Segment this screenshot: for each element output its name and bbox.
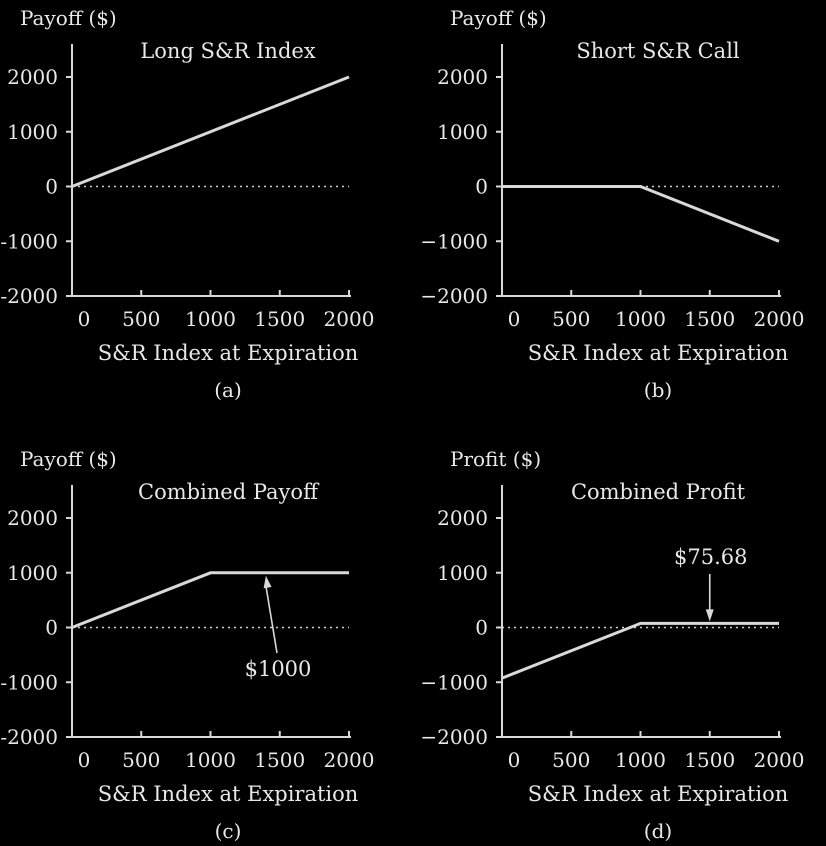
x-axis-title: S&R Index at Expiration — [528, 782, 789, 806]
x-tick-label: 0 — [508, 748, 521, 772]
x-tick-label: 1500 — [254, 307, 305, 331]
chart-panel-4: Profit ($) Combined Profit 2000 1000 0 −1000 −… — [420, 447, 804, 843]
y-tick-label: 1000 — [7, 561, 58, 585]
y-tick-label: −1000 — [420, 670, 488, 694]
chart-panel-3: Payoff ($) Combined Payoff 2000 1000 0 -1000 -… — [0, 447, 374, 843]
panel-label: (b) — [644, 378, 672, 402]
chart-title: Combined Payoff — [138, 480, 320, 504]
y-axis-title: Payoff ($) — [450, 6, 547, 30]
y-tick-label: -1000 — [0, 670, 58, 694]
x-tick-label: 500 — [122, 748, 160, 772]
x-tick-label: 0 — [78, 748, 91, 772]
y-tick-label: -2000 — [0, 725, 58, 749]
x-tick-label: 2000 — [324, 748, 375, 772]
x-tick-label: 500 — [552, 307, 590, 331]
chart-panel-1: Payoff ($) Long S&R Index 2000 1000 0 -1000 -2… — [0, 6, 374, 402]
annotation-arrowhead — [705, 609, 714, 622]
chart-title: Long S&R Index — [140, 39, 315, 63]
series-line — [71, 75, 350, 188]
x-tick-label: 1000 — [185, 748, 236, 772]
x-tick-label: 2000 — [324, 307, 375, 331]
y-tick-label: 0 — [475, 616, 488, 640]
chart-title: Combined Profit — [571, 480, 746, 504]
x-tick-label: 1500 — [254, 748, 305, 772]
x-tick-label: 0 — [508, 307, 521, 331]
panel-label: (d) — [644, 819, 672, 843]
y-tick-label: 0 — [45, 616, 58, 640]
y-tick-label: 1000 — [7, 120, 58, 144]
series-line — [502, 185, 780, 243]
y-axis-title: Profit ($) — [450, 447, 541, 471]
panel-label: (c) — [215, 819, 242, 843]
chart-title: Short S&R Call — [576, 39, 740, 63]
y-tick-label: −2000 — [420, 284, 488, 308]
x-tick-label: 1000 — [185, 307, 236, 331]
x-axis-title: S&R Index at Expiration — [98, 341, 359, 365]
x-tick-label: 1000 — [615, 307, 666, 331]
y-tick-label: 0 — [45, 175, 58, 199]
x-axis-title: S&R Index at Expiration — [98, 782, 359, 806]
y-tick-label: -2000 — [0, 284, 58, 308]
x-tick-label: 2000 — [754, 307, 805, 331]
y-tick-label: 2000 — [437, 65, 488, 89]
x-tick-label: 0 — [78, 307, 91, 331]
y-tick-label: 2000 — [7, 506, 58, 530]
panel-label: (a) — [214, 378, 242, 402]
x-tick-label: 500 — [552, 748, 590, 772]
y-tick-label: −1000 — [420, 229, 488, 253]
x-tick-label: 500 — [122, 307, 160, 331]
chart-panel-2: Payoff ($) Short S&R Call 2000 1000 0 −1000 −2… — [420, 6, 804, 402]
x-tick-label: 1500 — [684, 307, 735, 331]
annotation-label: $75.68 — [674, 545, 747, 569]
x-tick-label: 1000 — [615, 748, 666, 772]
annotation-arrow — [265, 585, 278, 654]
y-tick-label: 1000 — [437, 120, 488, 144]
y-tick-label: 1000 — [437, 561, 488, 585]
y-tick-label: −2000 — [420, 725, 488, 749]
y-tick-label: 0 — [475, 175, 488, 199]
y-axis-title: Payoff ($) — [20, 6, 117, 30]
x-axis-title: S&R Index at Expiration — [528, 341, 789, 365]
y-tick-label: -1000 — [0, 229, 58, 253]
series-line — [71, 571, 349, 629]
series-line — [501, 621, 779, 680]
y-tick-label: 2000 — [7, 65, 58, 89]
annotation-label: $1000 — [245, 657, 312, 681]
y-axis-title: Payoff ($) — [20, 447, 117, 471]
x-tick-label: 1500 — [684, 748, 735, 772]
y-tick-label: 2000 — [437, 506, 488, 530]
x-tick-label: 2000 — [754, 748, 805, 772]
annotation-arrowhead — [263, 575, 272, 589]
